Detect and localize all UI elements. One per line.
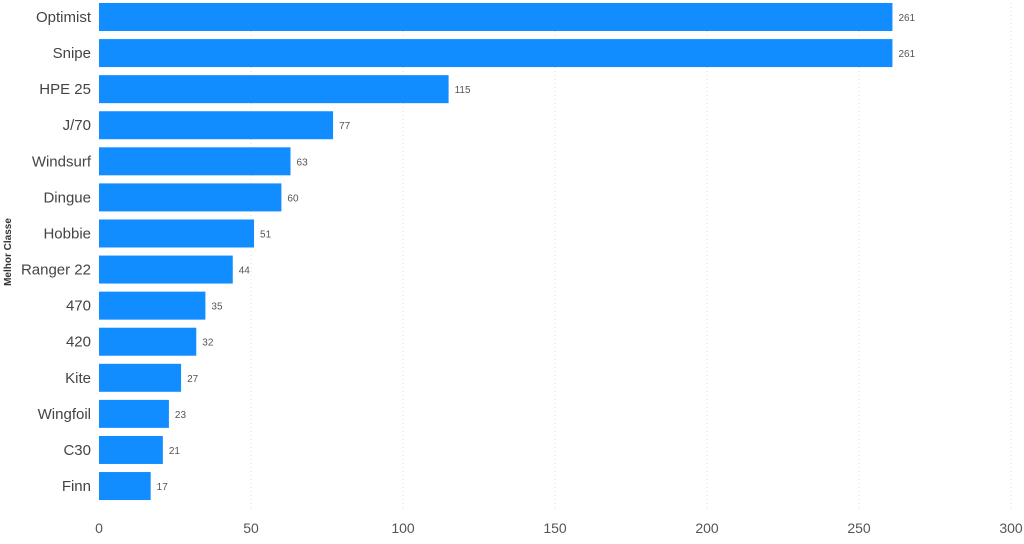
bar [99,363,182,392]
category-label: 470 [66,298,91,315]
bar [99,327,197,356]
data-label: 261 [898,13,915,24]
bars [99,3,893,501]
bar [99,3,893,31]
bar [99,219,255,248]
x-tick-label: 250 [847,520,871,536]
x-tick-label: 0 [95,520,103,536]
category-label: Wingfoil [38,406,91,423]
category-label: 420 [66,334,91,351]
data-label: 44 [239,266,251,277]
category-labels: Optimist Snipe HPE 25 J/70 Windsurf Dingue Hob… [21,9,92,495]
data-label: 23 [175,410,187,421]
x-tick-label: 200 [695,520,719,536]
x-tick-label: 50 [243,520,259,536]
y-axis-title: Melhor Classe [3,218,14,286]
data-label: 27 [187,374,199,385]
bar [99,435,163,464]
bar [99,147,291,176]
category-label: Dingue [43,189,91,206]
category-label: Snipe [53,45,91,62]
x-tick-label: 100 [391,520,415,536]
x-axis-ticks: 0 50 100 150 200 250 300 [95,520,1023,536]
category-label: Optimist [36,9,92,26]
data-label: 17 [157,482,169,493]
data-labels: 261 261 115 77 63 60 51 44 35 32 27 23 21 17 [157,13,916,493]
data-label: 35 [211,302,223,313]
bar [99,472,151,501]
category-label: C30 [63,442,91,459]
bar [99,399,169,428]
category-label: Windsurf [32,153,92,170]
category-label: HPE 25 [39,81,91,98]
data-label: 261 [898,49,915,60]
data-label: 21 [169,446,181,457]
data-label: 32 [202,338,214,349]
category-label: Kite [65,370,91,387]
bar [99,255,233,284]
data-label: 51 [260,229,272,240]
bar [99,111,334,140]
data-label: 60 [287,193,299,204]
bar [99,183,282,212]
data-label: 77 [339,121,351,132]
data-label: 63 [297,157,309,168]
x-tick-label: 300 [999,520,1023,536]
data-label: 115 [455,85,471,96]
category-label: Ranger 22 [21,262,91,279]
category-label: Finn [62,478,91,495]
category-label: Hobbie [43,225,91,242]
category-label: J/70 [63,117,91,134]
bar [99,75,449,104]
x-tick-label: 150 [543,520,567,536]
bar [99,39,893,68]
bar [99,291,206,320]
